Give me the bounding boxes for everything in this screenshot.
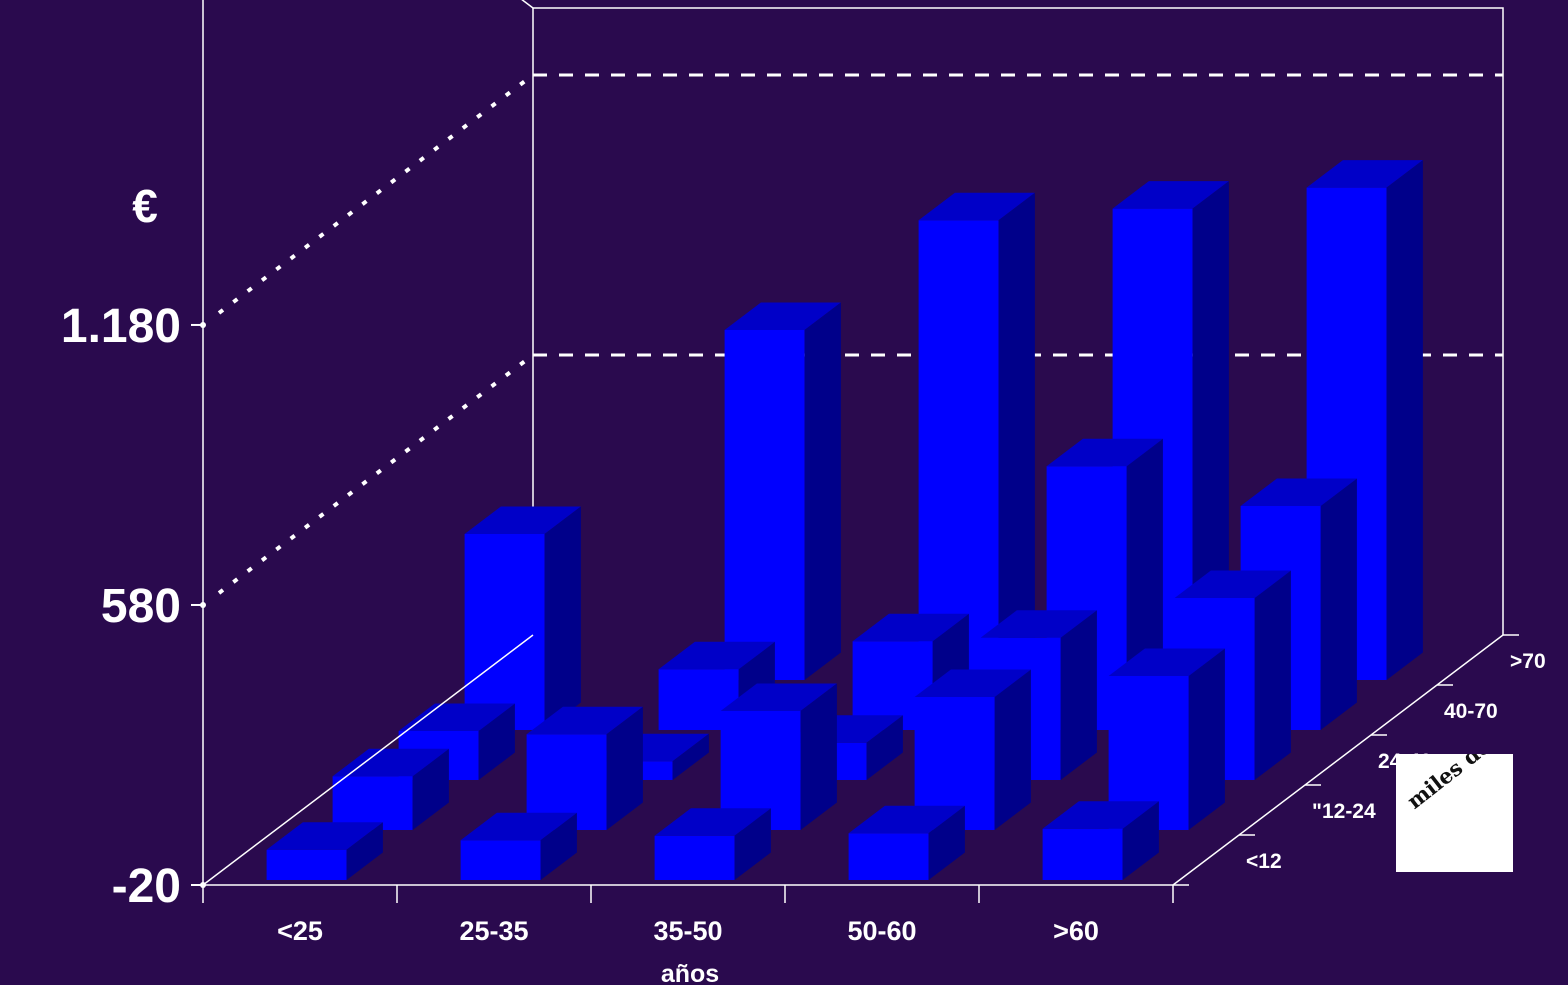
z-axis-line	[1172, 634, 1504, 886]
bar-side	[800, 683, 837, 830]
bar-top	[398, 703, 515, 731]
bar-front	[724, 330, 805, 680]
bar-side	[1320, 478, 1357, 730]
bar-side	[672, 733, 709, 780]
x-tick-label: 25-35	[459, 916, 528, 946]
bar-side	[734, 808, 771, 880]
x-axis-title: años	[661, 960, 719, 985]
bar-front	[460, 840, 541, 880]
bar-front	[918, 220, 999, 681]
bar-top	[654, 808, 771, 836]
bar-top	[464, 506, 581, 534]
y-tick-dot	[200, 321, 206, 328]
bar-side	[1254, 570, 1291, 780]
bar-front	[526, 734, 607, 830]
bar-side	[606, 706, 643, 830]
bar-top	[720, 683, 837, 711]
bar-front	[654, 835, 735, 880]
bar-side	[478, 703, 515, 780]
gridline-side	[217, 353, 535, 595]
z-tick-label: 40-70	[1444, 700, 1498, 723]
bar-top	[526, 706, 643, 735]
bar-front	[266, 849, 347, 880]
bar-side	[928, 805, 965, 880]
x-tick-label: >60	[1053, 916, 1099, 946]
bar-side	[1386, 160, 1423, 681]
side-wall-outline	[202, 0, 534, 885]
depth-axis-title-stamp: miles de €	[1396, 754, 1513, 872]
bar-top	[1240, 478, 1357, 506]
bar-top	[1112, 181, 1229, 209]
bar-side	[540, 812, 577, 880]
y-tick-label: 1.180	[61, 300, 181, 353]
depth-axis-title: miles de €	[1402, 754, 1513, 814]
bar-front	[1042, 828, 1123, 880]
bar-side	[804, 302, 841, 680]
bar-side	[1060, 610, 1097, 780]
bar-side	[1122, 801, 1159, 880]
bar-top	[266, 822, 383, 850]
bar-top	[914, 669, 1031, 697]
bar-front	[1108, 676, 1189, 830]
bar-front	[852, 641, 933, 730]
bar-top	[460, 812, 577, 841]
z-tick-label: <12	[1246, 850, 1282, 873]
bar-side	[1188, 648, 1225, 830]
bar-side	[346, 822, 383, 880]
bar-front	[848, 833, 929, 880]
bar-front	[332, 776, 413, 830]
x-tick-label: 35-50	[653, 916, 722, 946]
bar-top	[848, 805, 965, 834]
bar-top	[1108, 648, 1225, 676]
bar-front	[914, 697, 995, 830]
bar-top	[1042, 801, 1159, 829]
bar-top	[918, 192, 1035, 221]
x-tick-label: <25	[277, 916, 323, 946]
bar-front	[720, 711, 801, 830]
bars	[266, 160, 1423, 880]
floor-left-edge	[202, 634, 534, 886]
bar-side	[998, 192, 1035, 681]
y-tick-dot	[200, 601, 206, 608]
x-tick-label: 50-60	[847, 916, 916, 946]
bar-side	[866, 715, 903, 780]
bar-front	[464, 534, 545, 730]
back-wall-outline	[532, 7, 1504, 635]
y-axis-title: €	[132, 180, 158, 232]
bar-top	[724, 302, 841, 330]
y-tick-label: 580	[101, 580, 181, 633]
bar-top	[980, 610, 1097, 638]
bar-top	[658, 641, 775, 670]
bar-top	[852, 613, 969, 642]
bar-top	[1046, 438, 1163, 467]
bar-top	[332, 748, 449, 777]
chart-frame	[202, 0, 1504, 885]
axis-labels: € años -20 580 1.180 <25 25-35 35-50 50-60 >60 <…	[61, 180, 1546, 985]
z-tick-label: >70	[1510, 650, 1546, 673]
gridline-side	[217, 73, 535, 315]
bar-side	[994, 669, 1031, 830]
z-tick-label: "12-24	[1312, 800, 1376, 823]
bar-front	[658, 669, 739, 730]
bar-side	[1192, 181, 1229, 680]
bar-top	[1306, 160, 1423, 188]
bar-side	[544, 506, 581, 730]
y-tick-label: -20	[112, 860, 181, 913]
bar-side	[412, 748, 449, 830]
axes	[191, 321, 1519, 903]
bar-top	[1174, 570, 1291, 598]
